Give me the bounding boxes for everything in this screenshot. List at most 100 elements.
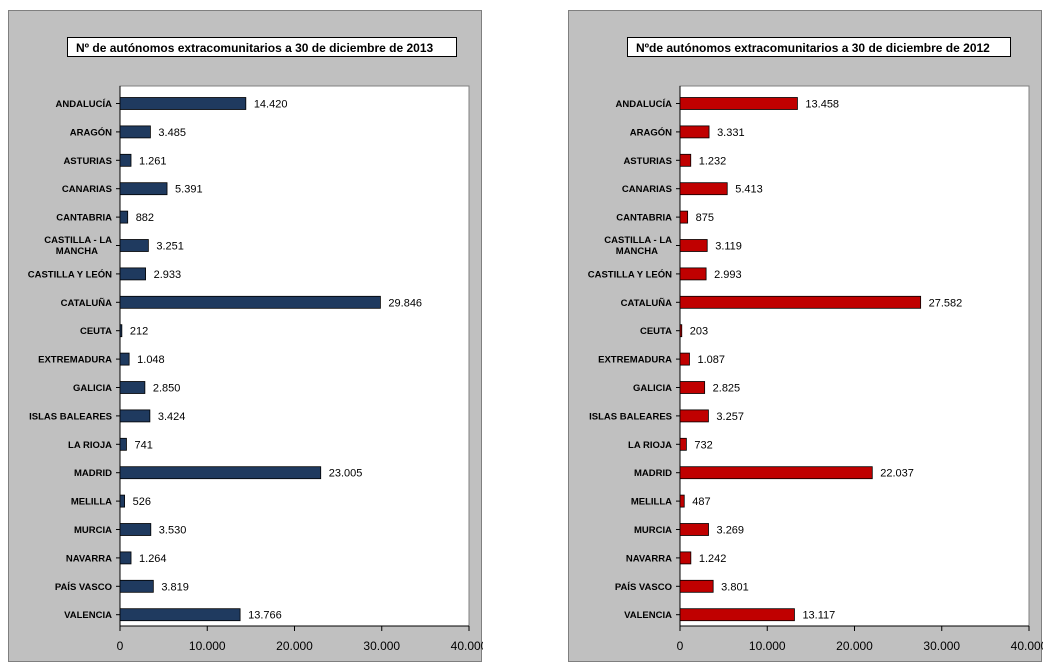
category-label-canarias: CANARIAS [62,184,112,195]
category-label-castilla-y-leon: CASTILLA Y LEÓN [28,268,112,280]
category-label-aragon: ARAGÓN [630,126,672,138]
category-label-madrid: MADRID [74,468,112,479]
bar-castilla-y-leon [119,267,146,281]
bar-galicia [679,381,706,394]
value-label-canarias: 5.391 [175,184,203,196]
value-label-islas-baleares: 3.257 [716,411,744,423]
bar-madrid [119,466,322,480]
value-label-andalucia: 14.420 [254,99,288,111]
value-label-islas-baleares: 3.424 [158,411,186,423]
category-label-andalucia: ANDALUCÍA [616,99,673,110]
x-tick-label: 20.000 [836,639,873,653]
value-label-murcia: 3.530 [159,525,187,537]
bar-navarra [679,551,692,565]
bar-cataluna [119,295,381,309]
bar-la-rioja [119,437,127,451]
value-label-castilla-y-leon: 2.993 [714,269,742,281]
bar-extremadura [679,352,690,366]
value-label-asturias: 1.261 [139,155,167,167]
bar-navarra [119,551,132,565]
value-label-andalucia: 13.458 [805,99,839,111]
category-label-murcia: MURCIA [634,525,672,536]
category-label-murcia: MURCIA [74,525,112,536]
category-label-madrid: MADRID [634,468,672,479]
bar-chart-2012: 0 10.000 20.000 30.000 40.000 13.458 ANDALUCÍA… [588,85,1043,653]
category-label-andalucia: ANDALUCÍA [56,99,113,110]
category-label-ceuta: CEUTA [80,326,112,337]
value-label-melilla: 487 [692,496,710,508]
x-tick-label: 20.000 [276,639,313,653]
bar-aragon [119,125,151,139]
plot-area [119,85,470,627]
value-label-cataluna: 27.582 [929,297,963,309]
value-label-aragon: 3.331 [717,127,745,139]
value-label-cataluna: 29.846 [388,297,422,309]
bar-cantabria [119,210,129,224]
bar-andalucia [679,97,798,110]
bar-madrid [679,466,873,480]
bar-canarias [679,182,728,196]
chart-title-2012: Nºde autónomos extracomunitarios a 30 de… [627,37,1011,57]
category-label-pais-vasco: PAÍS VASCO [55,582,112,593]
category-label-extremadura: EXTREMADURA [598,355,672,366]
value-label-extremadura: 1.048 [137,354,165,366]
plot-area [679,85,1030,627]
bar-murcia [119,523,152,536]
value-label-navarra: 1.264 [139,553,167,565]
category-label-castilla-la-mancha: CASTILLA - LA MANCHA [604,235,672,257]
bar-andalucia [119,97,247,110]
value-label-navarra: 1.242 [699,553,727,565]
value-label-galicia: 2.850 [153,383,181,395]
category-label-cantabria: CANTABRIA [616,213,672,224]
value-label-madrid: 22.037 [880,468,914,480]
value-label-asturias: 1.232 [699,155,727,167]
bar-murcia [679,523,709,536]
value-label-galicia: 2.825 [713,383,741,395]
value-label-pais-vasco: 3.819 [161,581,189,593]
category-label-canarias: CANARIAS [622,184,672,195]
x-tick-label: 30.000 [923,639,960,653]
value-label-cantabria: 875 [696,212,714,224]
bar-islas-baleares [679,409,709,423]
category-label-cataluna: CATALUÑA [61,298,112,309]
bar-castilla-la-mancha [679,239,708,252]
x-tick-label: 40.000 [451,639,483,653]
category-label-galicia: GALICIA [73,383,112,394]
value-label-la-rioja: 732 [694,439,712,451]
category-label-melilla: MELILLA [631,497,672,508]
category-label-asturias: ASTURIAS [63,156,112,167]
value-label-cantabria: 882 [136,212,154,224]
value-label-madrid: 23.005 [329,468,363,480]
value-label-valencia: 13.117 [802,610,835,622]
x-tick-label: 0 [117,639,124,653]
category-label-cantabria: CANTABRIA [56,213,112,224]
value-label-extremadura: 1.087 [697,354,725,366]
category-label-galicia: GALICIA [633,383,672,394]
category-label-valencia: VALENCIA [624,610,672,621]
bar-ceuta [679,324,683,338]
x-tick-label: 40.000 [1011,639,1043,653]
category-label-islas-baleares: ISLAS BALEARES [29,411,112,422]
x-tick-label: 10.000 [749,639,786,653]
bar-extremadura [119,352,130,366]
category-label-melilla: MELILLA [71,497,112,508]
value-label-aragon: 3.485 [158,127,186,139]
category-label-islas-baleares: ISLAS BALEARES [589,411,672,422]
chart-panel-2013: Nº de autónomos extracomunitarios a 30 d… [8,10,483,662]
bar-ceuta [119,324,123,338]
bar-asturias [119,153,132,167]
value-label-castilla-y-leon: 2.933 [154,269,182,281]
bar-aragon [679,125,710,139]
value-label-murcia: 3.269 [717,525,745,537]
bar-asturias [679,153,692,167]
category-label-pais-vasco: PAÍS VASCO [615,582,672,593]
x-tick-label: 0 [677,639,684,653]
category-label-aragon: ARAGÓN [70,126,112,138]
bar-chart-2013: 0 10.000 20.000 30.000 40.000 14.420 ANDALUCÍA… [28,85,483,653]
bar-valencia [119,608,241,622]
bar-melilla [119,494,125,508]
x-tick-label: 10.000 [189,639,226,653]
chart-title-2013: Nº de autónomos extracomunitarios a 30 d… [67,37,457,57]
category-label-navarra: NAVARRA [66,553,112,564]
bar-cantabria [679,210,689,224]
